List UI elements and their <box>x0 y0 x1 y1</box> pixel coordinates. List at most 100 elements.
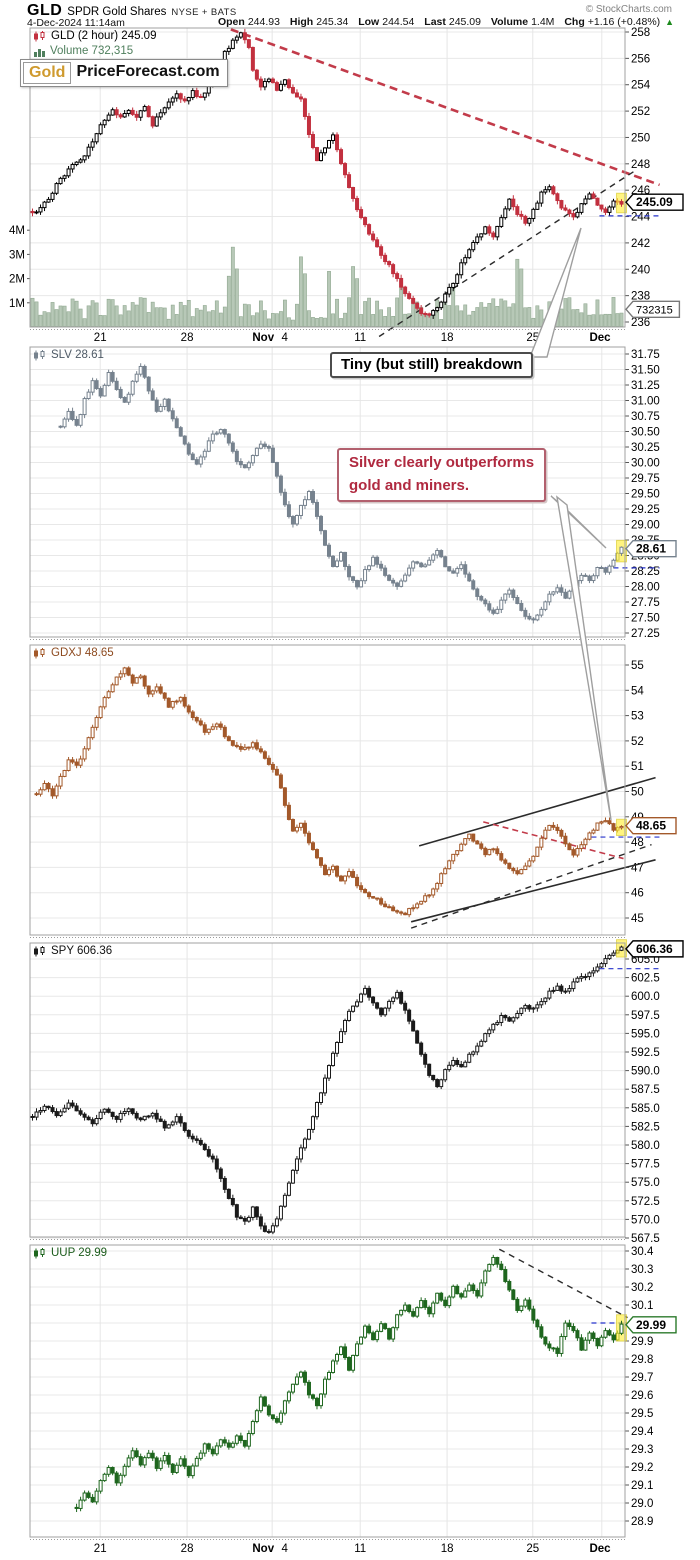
svg-text:592.5: 592.5 <box>631 1047 660 1059</box>
svg-text:29.9: 29.9 <box>631 1336 653 1348</box>
quote-last-label: Last <box>424 16 446 28</box>
svg-text:2M: 2M <box>9 274 25 286</box>
y-axis-labels: 30.430.330.230.130.029.929.829.729.629.5… <box>625 1246 654 1528</box>
svg-text:587.5: 587.5 <box>631 1084 660 1096</box>
chart-datetime: 4-Dec-2024 11:14am <box>27 17 125 29</box>
quote-change: Chg +1.16 (+0.48%) <box>564 16 660 28</box>
legend-spy: SPY 606.36 <box>33 945 112 957</box>
trendlines <box>410 776 660 929</box>
svg-text:238: 238 <box>631 291 650 303</box>
candles <box>58 363 627 624</box>
svg-text:11: 11 <box>354 332 366 344</box>
panel-border <box>29 644 626 936</box>
legend-text: Volume 732,315 <box>50 45 134 57</box>
svg-text:11: 11 <box>354 1543 366 1555</box>
quote-volume-label: Volume <box>490 16 529 28</box>
candlestick-icon <box>34 647 45 658</box>
quote-change-value: +1.16 (+0.48%) <box>587 16 661 28</box>
price-tags: 245.09 732315 28.61 48.65 606.36 29.99 <box>625 193 684 1334</box>
svg-text:27.75: 27.75 <box>631 597 660 609</box>
svg-text:54: 54 <box>631 685 644 697</box>
svg-text:732315: 732315 <box>636 304 673 316</box>
grid <box>30 645 625 935</box>
svg-text:3M: 3M <box>9 249 25 261</box>
legend-gdxj: GDXJ 48.65 <box>33 647 114 659</box>
svg-text:4: 4 <box>281 332 288 344</box>
grid <box>30 943 625 1239</box>
svg-text:606.36: 606.36 <box>636 942 673 956</box>
quote-change-label: Chg <box>564 16 585 28</box>
annotation-breakdown: Tiny (but still) breakdown <box>330 352 534 378</box>
quote-high-label: High <box>289 16 314 28</box>
svg-text:29.00: 29.00 <box>631 520 660 532</box>
quote-open-value: 244.93 <box>247 16 280 28</box>
svg-text:595.0: 595.0 <box>631 1028 660 1040</box>
svg-text:55: 55 <box>631 660 644 672</box>
svg-text:27.25: 27.25 <box>631 628 660 640</box>
svg-text:18: 18 <box>441 1543 454 1555</box>
svg-text:30.1: 30.1 <box>631 1300 653 1312</box>
ticker-symbol: GLD <box>27 2 63 19</box>
svg-text:28: 28 <box>181 332 194 344</box>
volume-bars <box>30 246 624 327</box>
svg-text:30.50: 30.50 <box>631 427 660 439</box>
svg-text:53: 53 <box>631 711 644 723</box>
panel-uup: 30.430.330.230.130.029.929.829.729.629.5… <box>29 1244 660 1555</box>
quote-low: Low 244.54 <box>358 16 414 28</box>
svg-text:28.61: 28.61 <box>636 542 666 556</box>
svg-text:248: 248 <box>631 159 650 171</box>
svg-text:585.0: 585.0 <box>631 1103 660 1115</box>
quote-last: Last 245.09 <box>424 16 481 28</box>
candles <box>30 939 627 1235</box>
svg-text:258: 258 <box>631 27 650 39</box>
quote-low-value: 244.54 <box>382 16 415 28</box>
svg-text:245.09: 245.09 <box>636 195 673 209</box>
svg-text:590.0: 590.0 <box>631 1066 660 1078</box>
callout-wedges <box>528 227 612 821</box>
svg-text:4: 4 <box>281 1543 288 1555</box>
svg-text:29.1: 29.1 <box>631 1480 653 1492</box>
svg-text:31.25: 31.25 <box>631 380 660 392</box>
legend-text: GLD (2 hour) 245.09 <box>51 30 157 42</box>
legend-uup: UUP 29.99 <box>33 1247 107 1259</box>
svg-text:27.50: 27.50 <box>631 613 660 625</box>
svg-text:48: 48 <box>631 837 644 849</box>
svg-text:28: 28 <box>181 1543 194 1555</box>
quote-summary: Open 244.93 High 245.34 Low 244.54 Last 245.… <box>211 16 674 28</box>
svg-text:602.5: 602.5 <box>631 973 660 985</box>
legend-volume: Volume 732,315 <box>33 45 133 57</box>
panel-border <box>29 942 626 1238</box>
svg-text:29.25: 29.25 <box>631 504 660 516</box>
brand-logo-gold: Gold <box>23 62 72 84</box>
candlestick-icon <box>34 30 45 41</box>
svg-text:4M: 4M <box>9 225 25 237</box>
panel-border <box>29 346 626 638</box>
svg-text:Dec: Dec <box>589 332 611 344</box>
svg-text:1M: 1M <box>9 298 25 310</box>
svg-text:30.2: 30.2 <box>631 1282 653 1294</box>
svg-text:28.25: 28.25 <box>631 566 660 578</box>
panel-border <box>29 1244 626 1538</box>
svg-text:572.5: 572.5 <box>631 1196 660 1208</box>
svg-text:51: 51 <box>631 761 644 773</box>
svg-text:252: 252 <box>631 106 650 118</box>
quote-volume-value: 1.4M <box>531 16 555 28</box>
svg-text:240: 240 <box>631 264 650 276</box>
quote-high-value: 245.34 <box>316 16 349 28</box>
svg-text:29.6: 29.6 <box>631 1390 653 1402</box>
annotation-silver: Silver clearly outperforms gold and mine… <box>337 448 547 502</box>
quote-volume: Volume 1.4M <box>491 16 555 28</box>
candlestick-icon <box>34 1247 45 1258</box>
svg-text:21: 21 <box>94 1543 107 1555</box>
svg-text:46: 46 <box>631 888 644 900</box>
svg-text:30.4: 30.4 <box>631 1246 654 1258</box>
svg-text:29.2: 29.2 <box>631 1462 653 1474</box>
panel-border <box>29 27 626 328</box>
svg-text:250: 250 <box>631 132 650 144</box>
svg-text:Dec: Dec <box>589 1543 611 1555</box>
svg-text:30.75: 30.75 <box>631 411 660 423</box>
